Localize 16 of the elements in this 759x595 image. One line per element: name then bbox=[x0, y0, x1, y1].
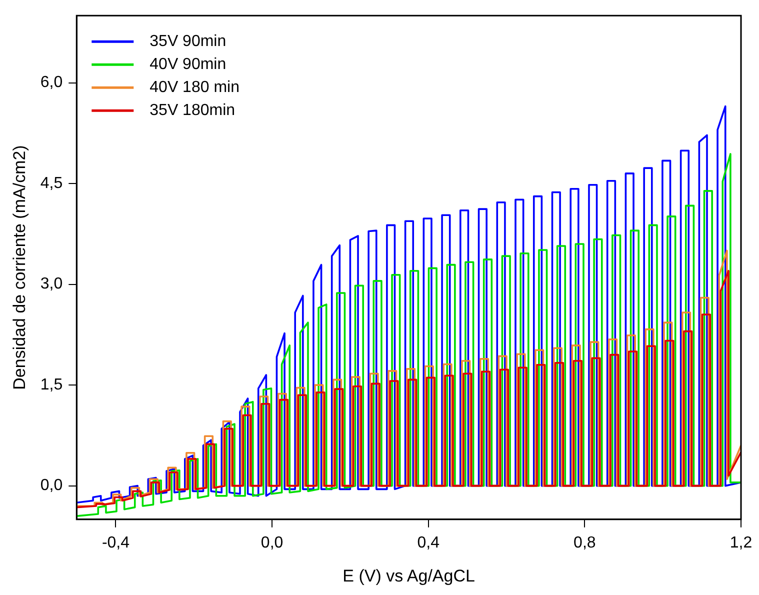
y-axis-title: Densidad de corriente (mA/cm2) bbox=[10, 145, 29, 390]
legend-label: 35V 180min bbox=[150, 102, 236, 120]
y-tick-label: 6,0 bbox=[40, 74, 63, 92]
y-tick-label: 3,0 bbox=[40, 276, 63, 293]
y-tick-label: 1,5 bbox=[40, 376, 63, 394]
x-axis-title: E (V) vs Ag/AgCL bbox=[342, 566, 475, 586]
x-tick-label: 0,0 bbox=[260, 534, 284, 552]
x-tick-label: 0,8 bbox=[574, 534, 596, 552]
x-tick-label: 1,2 bbox=[730, 534, 752, 552]
y-tick-label: 4,5 bbox=[40, 174, 63, 192]
legend-label: 40V 90min bbox=[150, 56, 226, 74]
x-tick-label: -0,4 bbox=[102, 534, 130, 552]
legend-label: 40V 180 min bbox=[150, 79, 240, 96]
x-tick-label: 0,4 bbox=[417, 534, 440, 552]
legend-label: 35V 90min bbox=[150, 33, 226, 50]
y-tick-label: 0,0 bbox=[40, 477, 63, 494]
